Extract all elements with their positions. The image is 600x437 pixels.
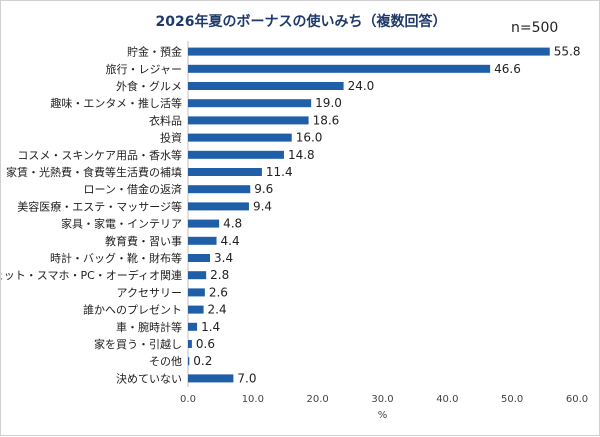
category-label: その他 bbox=[149, 355, 182, 368]
category-label: コスメ・スキンケア用品・香水等 bbox=[17, 148, 182, 162]
bar bbox=[188, 254, 211, 262]
bar-value-label: 0.2 bbox=[193, 354, 212, 368]
category-label: 美容医療・エステ・マッサージ等 bbox=[17, 199, 182, 213]
category-label: アクセサリー bbox=[117, 286, 182, 299]
x-tick-label: 50.0 bbox=[501, 394, 523, 405]
category-label: 家を買う・引越し bbox=[94, 337, 182, 351]
category-label: 家具・家電・インテリア bbox=[61, 217, 182, 231]
x-tick-label: 0.0 bbox=[180, 394, 196, 405]
bar-value-label: 1.4 bbox=[201, 320, 220, 334]
bar-value-label: 2.8 bbox=[210, 268, 229, 282]
bar-value-label: 24.0 bbox=[348, 79, 375, 93]
category-label: 時計・バッグ・靴・財布等 bbox=[50, 251, 182, 265]
category-label: ローン・借金の返済 bbox=[84, 182, 182, 196]
bar-value-label: 14.8 bbox=[288, 148, 315, 162]
category-label: 車・腕時計等 bbox=[116, 320, 182, 334]
bar bbox=[188, 116, 309, 125]
bar-value-label: 19.0 bbox=[315, 96, 342, 110]
bar bbox=[188, 236, 217, 245]
bar bbox=[188, 357, 190, 366]
bar-value-label: 0.6 bbox=[196, 337, 215, 351]
x-axis-label: % bbox=[378, 410, 388, 421]
bar bbox=[188, 271, 207, 280]
bar-value-label: 46.6 bbox=[494, 62, 521, 76]
bar bbox=[188, 322, 198, 331]
plot-area: 貯金・預金 55.8 旅行・レジャー 46.6 外食・グルメ 24.0 趣味・エンタメ・推し… bbox=[1, 41, 588, 405]
x-tick-label: 20.0 bbox=[307, 394, 329, 405]
x-tick-label: 40.0 bbox=[436, 394, 458, 405]
bar-value-label: 9.6 bbox=[254, 182, 273, 196]
category-label: 家賃・光熱費・食費等生活費の補填 bbox=[6, 165, 182, 179]
bar-value-label: 16.0 bbox=[296, 131, 323, 145]
x-tick-label: 10.0 bbox=[242, 394, 264, 405]
bar-value-label: 18.6 bbox=[313, 113, 340, 127]
x-tick-label: 30.0 bbox=[371, 394, 393, 405]
category-label: 趣味・エンタメ・推し活等 bbox=[50, 96, 182, 110]
bar bbox=[188, 64, 491, 73]
bar-value-label: 4.8 bbox=[223, 217, 242, 231]
bar bbox=[188, 374, 234, 383]
x-tick-label: 60.0 bbox=[566, 394, 588, 405]
bar-value-label: 3.4 bbox=[214, 251, 233, 265]
category-label: 衣料品 bbox=[149, 113, 182, 127]
bar bbox=[188, 82, 344, 90]
bar bbox=[188, 340, 192, 348]
bar bbox=[188, 47, 550, 56]
bar-value-label: 55.8 bbox=[554, 45, 581, 59]
bar-value-label: 2.4 bbox=[208, 303, 227, 317]
bar bbox=[188, 202, 249, 211]
category-label: 投資 bbox=[160, 131, 182, 145]
bar bbox=[188, 99, 312, 108]
chart-title: 2026年夏のボーナスの使いみち（複数回答） bbox=[155, 14, 447, 30]
category-label: 教育費・習い事 bbox=[105, 234, 182, 248]
bar-value-label: 9.4 bbox=[253, 199, 272, 213]
bar bbox=[188, 185, 251, 194]
category-label: ガジェット・スマホ・PC・オーディオ関連 bbox=[1, 268, 182, 282]
bar bbox=[188, 150, 284, 159]
category-label: 決めていない bbox=[116, 372, 182, 385]
category-label: 貯金・預金 bbox=[127, 45, 182, 59]
bar bbox=[188, 133, 292, 142]
category-label: 誰かへのプレゼント bbox=[83, 303, 182, 317]
bar-value-label: 11.4 bbox=[266, 165, 293, 179]
bar-value-label: 7.0 bbox=[237, 371, 256, 385]
bar bbox=[188, 168, 262, 176]
bar-value-label: 4.4 bbox=[221, 234, 240, 248]
bar bbox=[188, 219, 220, 228]
bar bbox=[188, 305, 204, 314]
sample-size-label: n=500 bbox=[511, 20, 559, 36]
category-label: 旅行・レジャー bbox=[106, 62, 182, 76]
bar bbox=[188, 288, 205, 297]
bar-value-label: 2.6 bbox=[209, 285, 228, 299]
category-label: 外食・グルメ bbox=[116, 79, 182, 93]
